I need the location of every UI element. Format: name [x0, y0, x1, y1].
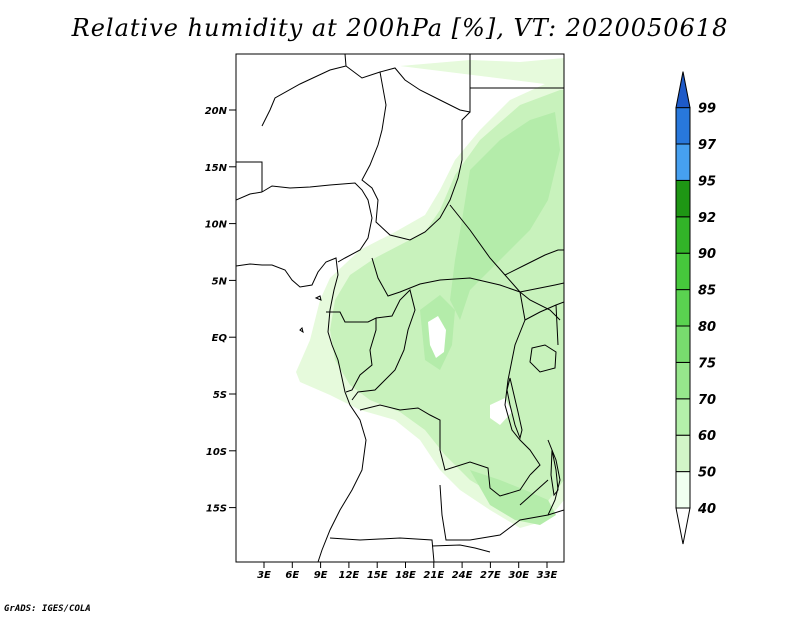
colorbar-level-label: 40: [697, 502, 716, 517]
colorbar-box: [675, 434, 691, 473]
lon-tick-label: 12E: [339, 570, 360, 581]
colorbar-level-label: 75: [698, 356, 716, 371]
lat-tick-label: 10S: [206, 447, 227, 458]
border-guinea-gulf-islands: [299, 295, 322, 334]
colorbar-level-label: 50: [698, 466, 716, 481]
border-angola-namibia: [329, 537, 491, 562]
border-angola-zambia: [439, 484, 564, 541]
lon-tick-label: 21E: [423, 570, 444, 581]
colorbar-low-arrow: [675, 507, 691, 545]
map-frame: [235, 53, 565, 563]
colorbar-level-label: 92: [698, 211, 716, 226]
lake-malawi: [550, 449, 559, 497]
lon-tick-label: 27E: [480, 570, 501, 581]
colorbar-box: [675, 361, 691, 400]
colorbar-box: [675, 179, 691, 218]
border-uganda-kenya: [524, 301, 564, 346]
colorbar-box: [675, 398, 691, 436]
lon-tick-label: 6E: [285, 570, 299, 581]
border-drc-angola: [359, 404, 531, 497]
longitude-axis: 3E 6E 9E 12E 15E 18E 21E 24E 27E 30E 33E: [257, 562, 558, 581]
border-drc-east: [504, 291, 541, 476]
border-congo-drc: [351, 289, 416, 401]
colorbar-level-label: 70: [698, 393, 716, 408]
colorbar-high-arrow: [675, 71, 691, 109]
colorbar-level-label: 80: [698, 320, 716, 335]
rh-band-60-70-south: [470, 470, 556, 525]
lat-tick-label: EQ: [212, 333, 228, 344]
rh-dry-hole-east: [490, 398, 512, 425]
colorbar-box: [675, 325, 691, 363]
border-chad-libya: [345, 54, 471, 113]
lat-tick-label: 5S: [213, 390, 227, 401]
colorbar-level-label: 97: [698, 138, 717, 153]
lon-tick-label: 30E: [508, 570, 529, 581]
lon-tick-label: 18E: [395, 570, 416, 581]
colorbar-level-label: 85: [698, 284, 716, 299]
colorbar-level-label: 90: [698, 247, 716, 262]
lon-tick-label: 3E: [257, 570, 271, 581]
border-chad-sudan: [361, 71, 471, 241]
coastline-west-africa: [236, 257, 367, 562]
colorbar-level-label: 60: [698, 429, 716, 444]
lake-tanganyika: [506, 377, 523, 440]
lat-tick-label: 15S: [206, 504, 227, 515]
rh-dry-hole: [428, 316, 446, 358]
border-car: [371, 257, 564, 297]
lat-tick-label: 15N: [205, 163, 228, 174]
map-title: Relative humidity at 200hPa [%], VT: 202…: [71, 14, 729, 42]
lon-tick-label: 24E: [452, 570, 473, 581]
lat-tick-label: 20N: [205, 106, 228, 117]
boundaries: [236, 54, 564, 562]
colorbar-box: [675, 289, 691, 327]
border-car-sudan: [449, 204, 521, 293]
lake-victoria: [529, 344, 557, 373]
lat-tick-label: 10N: [205, 220, 228, 231]
border-south-sudan: [504, 249, 564, 321]
rh-band-60-70: [450, 112, 560, 320]
colorbar-level-label: 95: [698, 174, 716, 189]
colorbar-box: [675, 252, 691, 291]
border-nigeria: [261, 182, 373, 263]
colorbar-level-label: 99: [698, 102, 716, 117]
grads-credit: GrADS: IGES/COLA: [4, 604, 91, 614]
lon-tick-label: 9E: [314, 570, 328, 581]
colorbar-box: [675, 107, 691, 145]
latitude-axis: 20N 15N 10N 5N EQ 5S 10S 15S: [205, 106, 236, 515]
lon-tick-label: 33E: [537, 570, 558, 581]
border-cameroon-gabon: [326, 311, 377, 393]
colorbar-box: [675, 143, 691, 181]
border-zambia-malawi: [519, 439, 561, 516]
colorbar-box: [675, 471, 691, 509]
lon-tick-label: 15E: [367, 570, 388, 581]
colorbar-box: [675, 216, 691, 254]
lat-tick-label: 5N: [212, 276, 228, 287]
